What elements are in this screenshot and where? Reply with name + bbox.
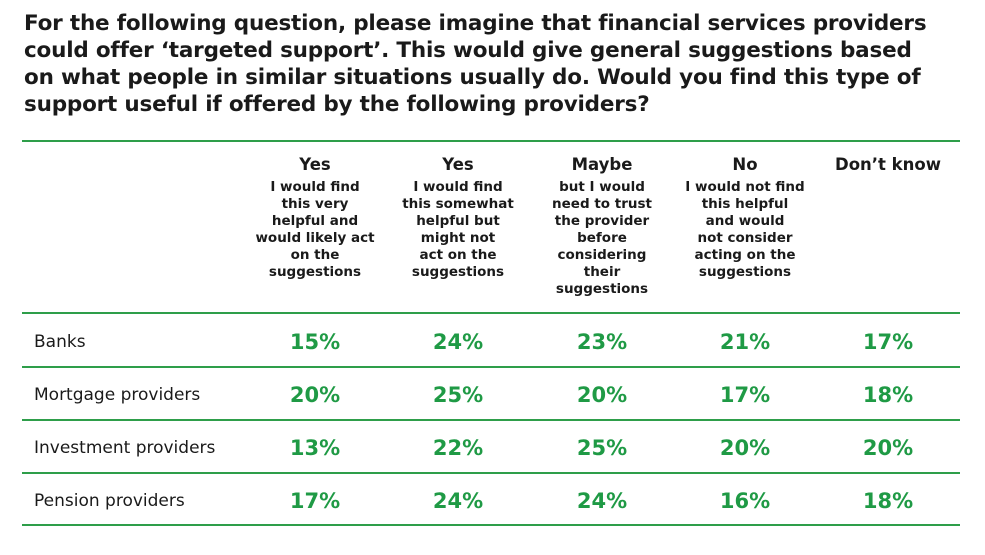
value-cell: 18% — [862, 489, 914, 513]
table-rule — [22, 419, 960, 421]
column-description: I would not find this helpful and would not… — [675, 179, 815, 281]
column-description-line: suggestions — [411, 264, 505, 280]
value-cell: 25% — [432, 383, 484, 407]
title-line: on what people in similar situations usu… — [24, 65, 921, 90]
row-label: Investment providers — [34, 438, 216, 458]
column-header: Maybe but I would need to trust the provide… — [532, 154, 672, 298]
title-line: support useful if offered by the followi… — [24, 92, 650, 117]
column-header: Don’t know — [818, 154, 958, 179]
column-description-line: suggestions — [268, 264, 362, 280]
value-cell: 20% — [289, 383, 341, 407]
column-description-line: helpful but — [416, 213, 500, 229]
value-cell: 18% — [862, 383, 914, 407]
value-cell: 17% — [862, 330, 914, 354]
table-rule — [22, 366, 960, 368]
column-description: I would find this somewhat helpful but migh… — [388, 179, 528, 281]
column-description-line: this somewhat — [402, 196, 514, 212]
column-description-line: I would find — [413, 179, 503, 195]
column-description-line: suggestions — [698, 264, 792, 280]
value-cell: 24% — [432, 330, 484, 354]
column-header: Yes I would find this very helpful and would… — [245, 154, 385, 281]
title-line: For the following question, please imagi… — [24, 11, 927, 36]
column-heading: Yes — [299, 155, 331, 174]
column-description-line: might not — [420, 230, 496, 246]
column-description-line: but I would — [559, 179, 645, 195]
column-heading: Yes — [442, 155, 474, 174]
column-description-line: need to trust — [552, 196, 652, 212]
column-heading: No — [732, 155, 758, 174]
column-description-line: I would find — [270, 179, 360, 195]
value-cell: 13% — [289, 436, 341, 460]
value-cell: 17% — [289, 489, 341, 513]
column-description: I would find this very helpful and would li… — [245, 179, 385, 281]
value-cell: 21% — [719, 330, 771, 354]
table-rule — [22, 140, 960, 142]
title-line: could offer ‘targeted support’. This wou… — [24, 38, 912, 63]
column-header: Yes I would find this somewhat helpful but m… — [388, 154, 528, 281]
row-label: Banks — [34, 332, 86, 352]
column-description-line: would likely act — [255, 230, 375, 246]
value-cell: 20% — [719, 436, 771, 460]
value-cell: 25% — [576, 436, 628, 460]
table-rule — [22, 312, 960, 314]
column-description-line: this very — [281, 196, 349, 212]
column-description-line: act on the — [419, 247, 497, 263]
column-description-line: the provider — [554, 213, 650, 229]
value-cell: 15% — [289, 330, 341, 354]
value-cell: 23% — [576, 330, 628, 354]
row-label: Mortgage providers — [34, 385, 201, 405]
table-rule — [22, 472, 960, 474]
column-heading: Don’t know — [835, 155, 941, 174]
value-cell: 24% — [432, 489, 484, 513]
column-description-line: this helpful — [701, 196, 789, 212]
column-description-line: their — [583, 264, 621, 280]
column-description-line: before — [577, 230, 627, 246]
column-description-line: on the — [290, 247, 340, 263]
page-title: For the following question, please imagi… — [24, 10, 954, 118]
value-cell: 17% — [719, 383, 771, 407]
value-cell: 16% — [719, 489, 771, 513]
column-description-line: and would — [705, 213, 785, 229]
value-cell: 24% — [576, 489, 628, 513]
value-cell: 20% — [576, 383, 628, 407]
table-rule — [22, 524, 960, 526]
column-description-line: I would not find — [685, 179, 805, 195]
column-heading: Maybe — [571, 155, 633, 174]
column-header: No I would not find this helpful and would n… — [675, 154, 815, 281]
column-description-line: suggestions — [555, 281, 649, 297]
column-description-line: helpful and — [271, 213, 359, 229]
value-cell: 22% — [432, 436, 484, 460]
column-description-line: not consider — [697, 230, 793, 246]
column-description-line: acting on the — [694, 247, 796, 263]
row-label: Pension providers — [34, 491, 185, 511]
value-cell: 20% — [862, 436, 914, 460]
column-description: but I would need to trust the provider befo… — [532, 179, 672, 298]
column-description-line: considering — [557, 247, 647, 263]
